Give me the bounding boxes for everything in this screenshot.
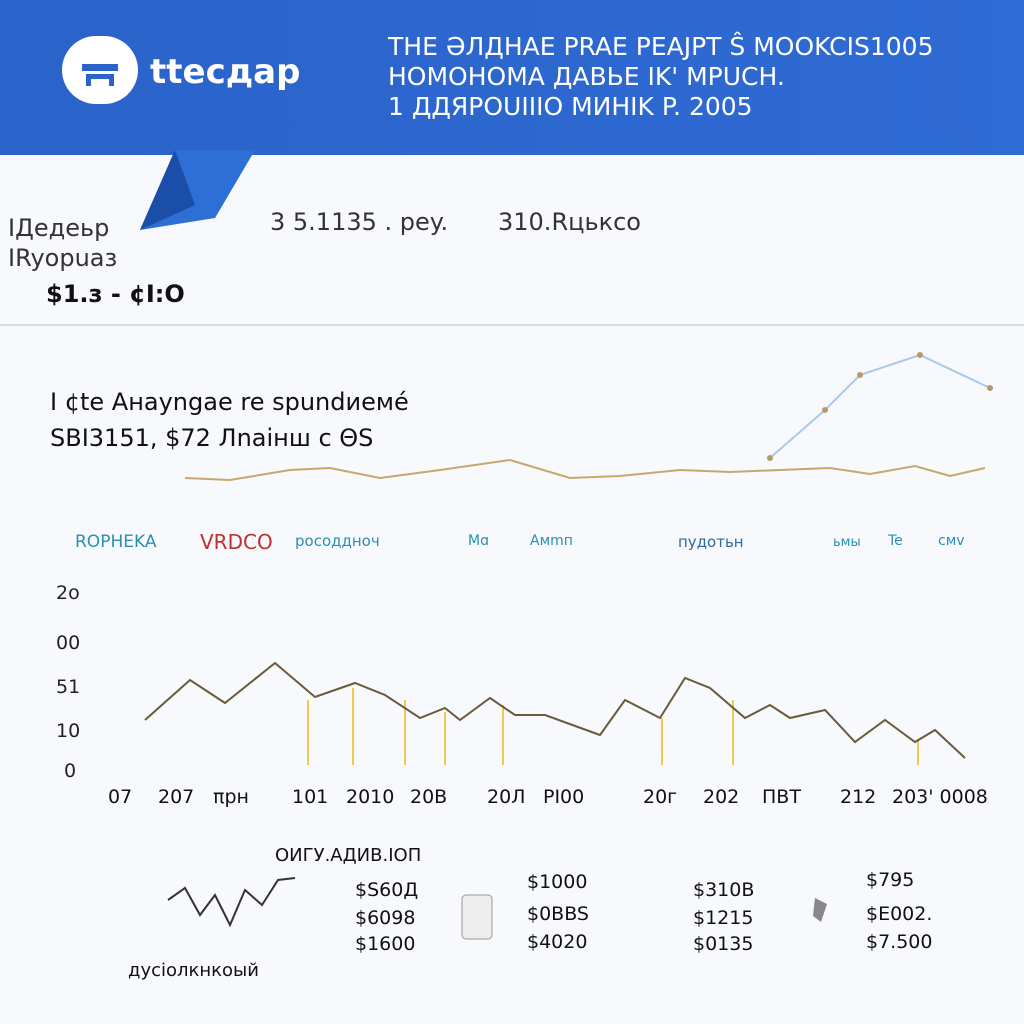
amount: $1215 xyxy=(693,907,754,929)
legend-item: cмv xyxy=(938,533,965,549)
info-amount: $1.з - ¢I:O xyxy=(46,280,185,308)
x-label: 202 xyxy=(703,786,740,808)
x-label: 101 xyxy=(292,786,329,808)
x-label: 207 xyxy=(158,786,195,808)
info-stat: 310.Rцькco xyxy=(498,208,641,236)
amount: $7.500 xyxy=(866,931,933,953)
amount: $E002. xyxy=(866,903,933,925)
y-label: 0 xyxy=(64,760,77,782)
legend-item: Te xyxy=(888,533,903,549)
x-label: 20B xyxy=(410,786,448,808)
legend-item: ьмы xyxy=(833,535,861,550)
logo-text: ttecдap xyxy=(150,52,301,92)
y-label: 00 xyxy=(56,632,81,654)
info-label: IДeдeьp xyxy=(8,214,110,242)
info-stat: 3 5.1135 . pey. xyxy=(270,208,449,236)
info-label: IRyopuaз xyxy=(8,244,118,272)
x-label: 2010 xyxy=(346,786,395,808)
amount: $0BBS xyxy=(527,903,589,925)
footer-caption: дyсioлкнкoый xyxy=(128,960,259,981)
section-subtitle: SBI3151, $72 Лnaiнш c ΘS xyxy=(50,424,374,452)
section-title: I ¢te Aнayngae re spundиeмé xyxy=(50,388,409,416)
legend-item: Mɑ xyxy=(468,533,489,549)
amount: $795 xyxy=(866,869,915,891)
x-label: 20Л xyxy=(487,786,526,808)
legend-item: VRDCO xyxy=(200,530,273,554)
x-label: ПBT xyxy=(762,786,801,808)
legend-item: pocoдднoч xyxy=(295,532,380,550)
x-label: 07 xyxy=(108,786,133,808)
x-label: 20г xyxy=(643,786,678,808)
legend-item: Aмmп xyxy=(530,533,573,549)
logo-icon xyxy=(62,36,138,104)
y-label: 51 xyxy=(56,676,81,698)
amount: $S60Д xyxy=(355,879,419,901)
amount: $6098 xyxy=(355,907,416,929)
legend-item: пyдoтьн xyxy=(678,533,744,551)
x-label: πpн xyxy=(213,786,249,808)
amount: $1000 xyxy=(527,871,588,893)
title-line: HOMOHOMA ДABЬE IK' MPUCH. xyxy=(388,62,785,91)
legend-item: ROPHEKA xyxy=(75,532,157,552)
x-label: 212 xyxy=(840,786,877,808)
footer-heading: OИГУ.AДИB.IOП xyxy=(275,845,422,866)
amount: $1600 xyxy=(355,933,416,955)
amount: $4020 xyxy=(527,931,588,953)
y-label: 2o xyxy=(56,582,80,604)
amount: $310B xyxy=(693,879,755,901)
title-line: 1 ДДЯPOUIIIO MИHIK P. 2005 xyxy=(388,92,753,121)
amount: $0135 xyxy=(693,933,754,955)
x-label: 203' 0008 xyxy=(892,786,988,808)
title-line: THE ƏЛДНAE PRAE PEAJPT Ŝ MOOKCIS1005 xyxy=(388,32,934,61)
y-label: 10 xyxy=(56,720,81,742)
header xyxy=(0,0,1024,155)
x-label: PI00 xyxy=(543,786,585,808)
